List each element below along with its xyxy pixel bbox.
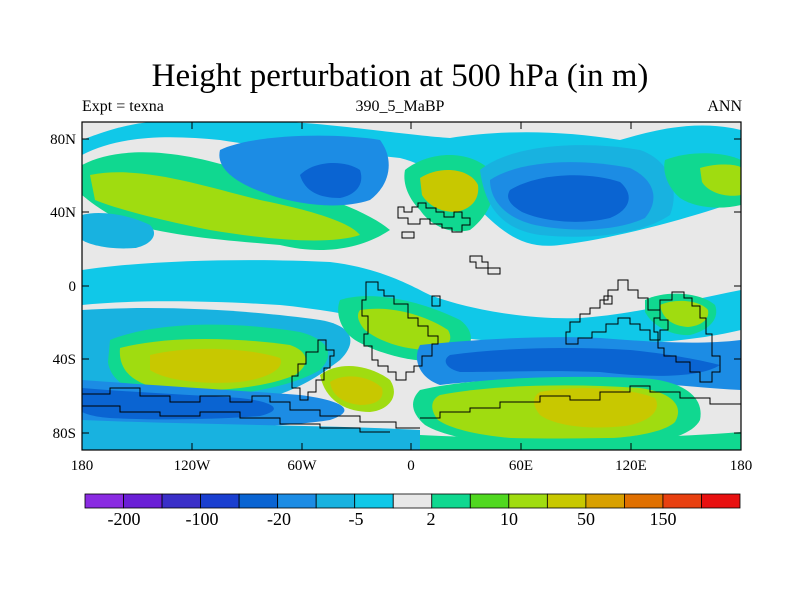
lon-label-180w: 180 [71,458,94,474]
colorbar-box [277,493,317,509]
colorbar-label: 150 [650,509,677,529]
coastline-southasia [565,279,669,345]
colorbar-box [662,493,702,509]
colorbar-box [123,493,163,509]
contour-pacific-yellowgreen [700,164,741,196]
contour-southpacific-deepblue [82,388,274,420]
colorbar-box [315,493,356,509]
contour-field [82,122,741,450]
colorbar-label: 10 [500,509,518,529]
experiment-label: Expt = texna [82,98,164,115]
coastline-australia [653,291,721,383]
colorbar-box [701,493,741,509]
coastline-africa [361,281,439,381]
colorbar-label: -200 [108,509,141,529]
coastline-iberia [401,231,415,239]
colorbar-box [392,493,433,509]
colorbar-label: 50 [577,509,595,529]
coastline-mideast [469,255,501,275]
colorbar-box [431,493,471,509]
lon-label-0: 0 [407,458,415,474]
colorbar-box [200,493,240,509]
lat-label-80n: 80N [50,132,76,148]
colorbar [84,493,741,509]
lat-label-40n: 40N [50,205,76,221]
contour-antarctic-green [420,432,741,450]
colorbar-box [624,493,664,509]
colorbar-box [469,493,510,509]
run-label: 390_5_MaBP [355,98,445,115]
lon-label-60e: 60E [509,458,533,474]
contour-indian-deepblue [445,347,720,376]
contour-westpacific-cyan [82,213,155,249]
coastline-southamerica [291,339,335,401]
lat-label-40s: 40S [53,352,76,368]
lon-label-60w: 60W [287,458,317,474]
lon-label-120w: 120W [174,458,212,474]
colorbar-box [161,493,201,509]
colorbar-box [546,493,587,509]
contour-australia-yellowgreen [660,300,709,327]
coastline-antarctica-west [82,387,420,429]
season-label: ANN [707,98,742,115]
plot-title: Height perturbation at 500 hPa (in m) [151,58,649,94]
lon-label-180e: 180 [730,458,753,474]
lat-axis [82,138,741,434]
lon-axis [191,122,632,450]
colorbar-label: 2 [427,509,436,529]
colorbar-box [238,493,279,509]
coastline-asia-south [431,295,441,307]
colorbar-box [354,493,394,509]
colorbar-box [508,493,548,509]
coastlines [82,202,741,433]
contour-asia-deepblue [508,175,629,222]
coastline-southern-arc [82,405,390,433]
coastline-antarctica-east [420,385,741,419]
colorbar-label: -100 [186,509,219,529]
coastline-europe [397,202,471,233]
colorbar-box [84,493,124,509]
contour-atlantic-yellow [330,376,383,405]
contour-arctic-deepblue [300,163,362,198]
contour-north-yellowgreen [90,172,360,241]
lon-label-120e: 120E [615,458,647,474]
colorbar-box [585,493,625,509]
colorbar-label: -20 [267,509,291,529]
contour-northatlantic-yellow [420,169,479,212]
contour-southern-yellow [150,348,281,383]
lat-label-80s: 80S [53,426,76,442]
contour-southindian-yellow [534,388,657,428]
coastline-islands [603,295,613,305]
lat-label-eq: 0 [69,279,77,295]
contour-africa-yellowgreen [357,308,451,350]
colorbar-label: -5 [349,509,364,529]
